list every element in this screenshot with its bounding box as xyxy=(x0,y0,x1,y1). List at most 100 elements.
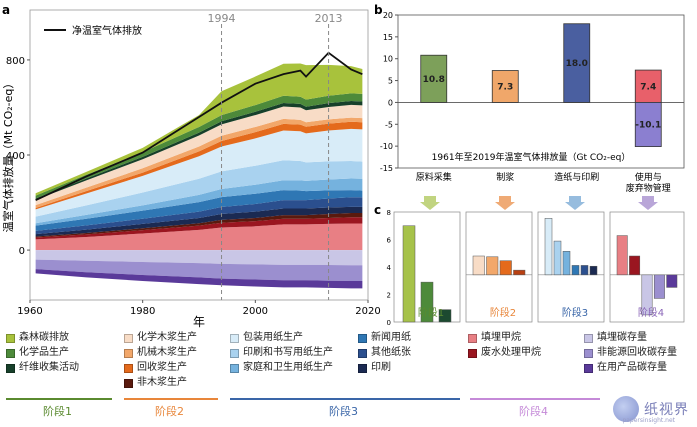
legend-item: 印刷和书写用纸生产 xyxy=(230,347,333,359)
legend-item: 机械木浆生产 xyxy=(124,347,197,359)
y-tick-label: 800 xyxy=(6,56,25,67)
legend-label: 印刷 xyxy=(371,362,391,373)
stage-label: 阶段2 xyxy=(155,405,184,418)
legend-item: 在用产品碳存量 xyxy=(584,362,667,374)
x-tick-label: 2000 xyxy=(243,306,268,317)
legend-swatch xyxy=(124,348,133,358)
area-印刷和书写用纸生产 xyxy=(35,160,363,224)
subplot-bar xyxy=(616,235,628,276)
legend-swatch xyxy=(468,333,477,343)
subplot-label: 阶段3 xyxy=(562,306,588,319)
legend-swatch xyxy=(6,363,15,373)
legend-swatch xyxy=(230,363,239,373)
panel-a-area-chart: 1994 2013 0 400 800 1960 1980 2000 2020 年 温室气体排放量（… xyxy=(1,9,381,329)
area-包装用纸生产 xyxy=(35,128,363,217)
y-tick-label: 5 xyxy=(388,77,393,86)
legend-item: 填埋碳存量 xyxy=(584,332,647,344)
watermark-text: 纸视界 xyxy=(644,402,689,418)
subplot-bar xyxy=(562,251,571,276)
stage-row: 阶段1 阶段2 阶段3 阶段4 xyxy=(0,398,697,426)
legend-label: 化学品生产 xyxy=(19,347,69,358)
legend-item: 化学品生产 xyxy=(6,347,69,359)
legend-item: 森林碳排放 xyxy=(6,332,69,344)
legend-label: 回收浆生产 xyxy=(137,362,187,373)
subplot-label: 阶段2 xyxy=(490,306,516,319)
x-category-label: 原料采集 xyxy=(416,171,452,183)
legend-item: 新闻用纸 xyxy=(358,332,411,344)
legend-label: 家庭和卫生用纸生产 xyxy=(243,362,333,373)
legend-net-line-label: 净温室气体排放 xyxy=(72,24,142,37)
area-新闻用纸 xyxy=(35,190,363,231)
subplot-frame xyxy=(609,211,685,323)
subplot-bar xyxy=(402,225,416,323)
legend-item: 纤维收集活动 xyxy=(6,362,79,374)
area-废水处理甲烷 xyxy=(35,217,363,240)
panel-c-bar-charts: 8 6 4 2 0 阶段1 阶段2 阶段3 阶段4 xyxy=(387,196,685,327)
area-填埋碳存量 xyxy=(35,250,363,266)
legend-label: 化学木浆生产 xyxy=(137,332,197,343)
legend-swatch xyxy=(230,348,239,358)
bar xyxy=(634,102,662,147)
subplot-bar xyxy=(653,274,665,299)
down-arrow-icon xyxy=(638,196,658,210)
area-森林碳排放 xyxy=(35,63,363,196)
panel-label-a: a xyxy=(2,3,10,17)
legend-label: 机械木浆生产 xyxy=(137,347,197,358)
legend-label: 纤维收集活动 xyxy=(19,362,79,373)
y-tick-label: 2 xyxy=(387,292,391,300)
subplot-bar xyxy=(666,274,678,288)
legend-swatch xyxy=(124,333,133,343)
panel-b-bar-chart: 20 15 10 5 0 -5 -10 -15 10.8 7.3 18.0 7.4 -10.1 1961年… xyxy=(380,11,685,194)
legend-swatch xyxy=(358,363,367,373)
legend-swatch xyxy=(6,333,15,343)
panel-label-b: b xyxy=(374,3,383,17)
legend-label: 填埋甲烷 xyxy=(481,332,521,343)
x-category-label: 造纸与印刷 xyxy=(554,171,599,183)
bar xyxy=(491,70,519,103)
legend-item: 回收浆生产 xyxy=(124,362,187,374)
legend-item: 非能源回收碳存量 xyxy=(584,347,677,359)
legend-label: 其他纸张 xyxy=(371,347,411,358)
legend-label: 在用产品碳存量 xyxy=(597,362,667,373)
legend-swatch xyxy=(124,363,133,373)
bar xyxy=(563,23,591,103)
legend-swatch xyxy=(230,333,239,343)
legend-swatch xyxy=(124,378,133,388)
bar-value-label: 18.0 xyxy=(566,59,588,69)
watermark-logo-icon xyxy=(613,396,639,422)
legend-item: 废水处理甲烷 xyxy=(468,347,541,359)
subplot-bar xyxy=(513,269,526,276)
bar xyxy=(634,69,662,103)
x-axis-label: 年 xyxy=(193,315,205,329)
area-化学木浆生产 xyxy=(35,104,363,206)
marker-label-1994: 1994 xyxy=(208,12,236,25)
area-非木浆生产 xyxy=(35,213,363,238)
legend-item: 其他纸张 xyxy=(358,347,411,359)
legend-label: 森林碳排放 xyxy=(19,332,69,343)
area-填埋甲烷 xyxy=(35,223,363,251)
subplot-bar xyxy=(553,240,562,276)
y-tick-label: 0 xyxy=(387,319,391,327)
x-category-label: 制浆 xyxy=(496,171,514,183)
legend-item: 非木浆生产 xyxy=(124,377,187,389)
legend-label: 印刷和书写用纸生产 xyxy=(243,347,333,358)
legend: 森林碳排放化学品生产纤维收集活动 化学木浆生产 机械木浆生产 回收浆生产非木浆生产 包装… xyxy=(6,332,697,392)
y-tick-label: 0 xyxy=(388,98,393,107)
stage-label: 阶段3 xyxy=(329,405,358,418)
legend-item: 包装用纸生产 xyxy=(230,332,303,344)
stage-label: 阶段4 xyxy=(519,405,548,418)
legend-swatch xyxy=(468,348,477,358)
legend-label: 新闻用纸 xyxy=(371,332,411,343)
marker-label-2013: 2013 xyxy=(315,12,343,25)
subplot-bar xyxy=(629,255,641,276)
y-tick-label: 8 xyxy=(387,209,391,217)
area-家庭和卫生用纸生产 xyxy=(35,178,363,226)
legend-item: 填埋甲烷 xyxy=(468,332,521,344)
bar xyxy=(420,54,448,103)
stage-label: 阶段1 xyxy=(43,405,72,418)
subplot-bar xyxy=(499,260,512,276)
y-axis-label: 温室气体排放量（Mt CO₂-eq） xyxy=(1,78,15,233)
legend-item: 家庭和卫生用纸生产 xyxy=(230,362,333,374)
legend-item: 化学木浆生产 xyxy=(124,332,197,344)
